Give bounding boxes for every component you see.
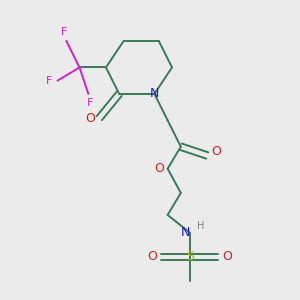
Text: O: O — [222, 250, 232, 263]
Text: N: N — [150, 87, 159, 101]
Text: O: O — [85, 112, 95, 124]
Text: O: O — [147, 250, 157, 263]
Text: S: S — [186, 250, 194, 263]
Text: O: O — [154, 162, 164, 175]
Text: F: F — [61, 27, 67, 37]
Text: N: N — [181, 226, 190, 239]
Text: H: H — [197, 221, 204, 231]
Text: F: F — [87, 98, 94, 108]
Text: F: F — [46, 76, 52, 85]
Text: O: O — [211, 145, 221, 158]
